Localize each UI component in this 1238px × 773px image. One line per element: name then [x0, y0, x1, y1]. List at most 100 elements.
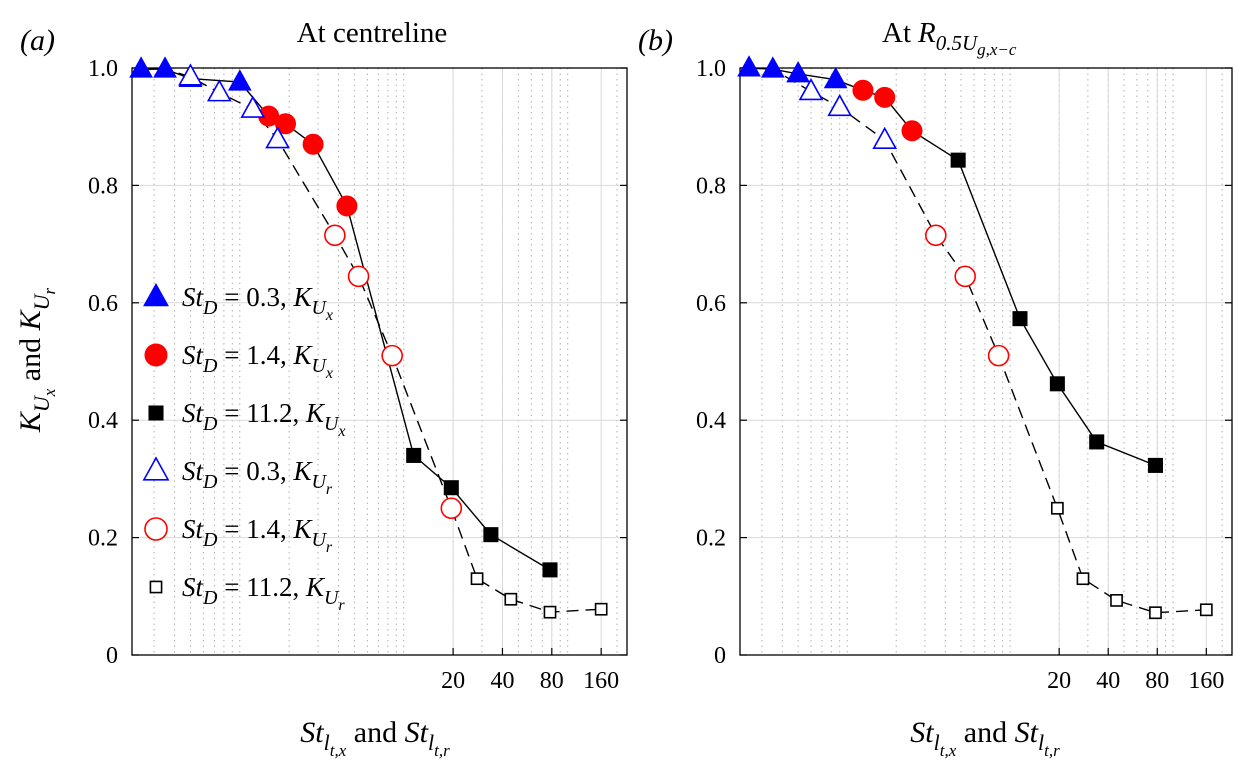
legend-eq: = 0.3, — [217, 456, 293, 486]
xlabel-a-st2: St — [405, 716, 429, 749]
legend-k-sub: U — [324, 413, 340, 435]
legend-st-sub: D — [202, 413, 218, 435]
legend-entry-label: StD = 0.3, KUx — [182, 282, 333, 324]
legend-marker-square-filled — [148, 405, 164, 421]
panel-a-axes-frame — [131, 67, 628, 656]
panel-b-x-tick-label: 40 — [1096, 668, 1120, 694]
legend-k-sub: U — [311, 355, 327, 377]
panel-a-point-circle-filled — [302, 133, 324, 155]
legend-eq: = 11.2, — [217, 572, 305, 602]
legend-st: St — [182, 514, 205, 544]
panel-b-point-square-filled — [1049, 376, 1065, 392]
panel-a-point-circle-filled — [336, 195, 358, 217]
legend-k-subsub: r — [326, 539, 333, 556]
panel-b-title-prefix: At — [882, 17, 911, 49]
panel-b-point-square-open — [1076, 572, 1090, 586]
panel-a-letter: (a) — [20, 24, 55, 57]
ylabel-k2: K — [14, 308, 47, 331]
panel-b-x-tick-label: 80 — [1145, 668, 1169, 694]
legend-k-sub: U — [311, 529, 327, 551]
panel-a-y-tick-label: 0.6 — [88, 291, 118, 317]
panel-b-point-square-open — [1149, 606, 1162, 620]
legend-entry-label: StD = 0.3, KUr — [182, 456, 333, 498]
legend-k: K — [305, 398, 326, 428]
panel-a-point-triangle-filled — [227, 69, 252, 91]
panel-a-x-tick-label: 20 — [441, 668, 465, 694]
legend-st-sub: D — [202, 587, 218, 609]
panel-a-point-square-filled — [443, 480, 459, 496]
legend-k-sub: U — [324, 587, 340, 609]
panel-b-plot-area: 0 0.2 0.4 0.6 0.8 1.0 20 40 80 160 — [696, 55, 1233, 694]
y-axis-label: KUx and KUr — [14, 287, 59, 433]
panel-b-y-tick-label: 0.4 — [696, 408, 726, 434]
legend-k-subsub: x — [325, 307, 333, 324]
ylabel-k1-subsub: x — [40, 388, 59, 397]
xlabel-a-sub2: t,r — [434, 741, 450, 760]
panel-a-point-circle-open — [347, 265, 370, 288]
panel-b: (b) At R0.5Ug,x−c 0 0.2 0.4 0.6 0.8 1.0 20 40 80 1… — [638, 17, 1233, 694]
legend-k: K — [305, 572, 326, 602]
panel-a-y-tick-label: 0.8 — [88, 173, 118, 199]
legend-k-subsub: r — [338, 597, 345, 614]
xlabel-a-l2: l — [428, 730, 434, 755]
panel-a-point-triangle-open — [240, 95, 266, 118]
panel-b-point-square-filled — [950, 152, 966, 168]
xlabel-b-sub1: t,x — [940, 741, 957, 760]
panel-b-title-sub: 0.5 — [936, 31, 962, 55]
xlabel-b-l2: l — [1038, 730, 1044, 755]
legend-entry-label: StD = 11.2, KUr — [182, 572, 345, 614]
legend-eq: = 1.4, — [217, 340, 293, 370]
panel-b-point-circle-filled — [901, 120, 923, 142]
xlabel-b-st2: St — [1015, 716, 1039, 749]
panel-a-point-triangle-open — [265, 126, 290, 149]
panel-b-background — [740, 68, 1232, 655]
panel-b-point-square-filled — [1089, 434, 1105, 450]
legend-k-sub: U — [311, 297, 327, 319]
panel-b-point-circle-open — [954, 265, 976, 288]
legend-marker-triangle-filled — [143, 283, 169, 307]
panel-b-point-circle-filled — [852, 79, 874, 101]
panel-b-point-circle-open — [987, 344, 1010, 367]
panel-a-point-circle-open — [324, 224, 346, 247]
panel-a-point-circle-filled — [275, 113, 297, 135]
panel-b-point-square-open — [1110, 594, 1123, 607]
panel-a-point-circle-open — [381, 344, 403, 367]
panel-b-title-r: R — [917, 17, 936, 49]
panel-a-y-tick-label: 0.4 — [88, 408, 118, 434]
panel-a-title: At centreline — [297, 17, 448, 49]
panel-b-title-subsub-b: g,x−c — [977, 40, 1017, 59]
legend-k-subsub: x — [337, 423, 345, 440]
panel-a-x-tick-label: 40 — [490, 668, 514, 694]
ylabel-k2-subsub: r — [40, 287, 59, 294]
panel-a-point-square-open — [543, 605, 557, 619]
panel-a-background — [132, 68, 627, 655]
xlabel-a-l1: l — [324, 730, 330, 755]
panel-b-point-square-filled — [1147, 457, 1163, 473]
panel-b-point-triangle-open — [872, 126, 898, 149]
panel-b-point-triangle-filled — [823, 66, 848, 89]
legend-st-sub: D — [202, 471, 218, 493]
legend-marker-circle-filled — [144, 343, 168, 367]
legend-entry-label: StD = 11.2, KUx — [182, 398, 346, 440]
panel-a-plot-area: 0 0.2 0.4 0.6 0.8 1.0 20 40 80 160 — [88, 56, 628, 694]
legend-entry-label: StD = 1.4, KUr — [182, 514, 333, 556]
panel-b-point-circle-filled — [874, 86, 896, 108]
panel-b-axes-frame — [739, 67, 1233, 656]
xlabel-b-l1: l — [934, 730, 940, 755]
legend-entry-label: StD = 1.4, KUx — [182, 340, 333, 382]
panel-b-point-triangle-filled — [761, 56, 785, 78]
legend-st-sub: D — [202, 297, 218, 319]
legend-k-sub: U — [311, 471, 327, 493]
legend-eq: = 11.2, — [217, 398, 305, 428]
legend-k: K — [292, 456, 313, 486]
xlabel-a-st1: St — [300, 716, 324, 749]
legend-st-sub: D — [202, 355, 218, 377]
panel-b-point-triangle-open — [827, 93, 853, 117]
ylabel-and: and — [14, 330, 47, 388]
xlabel-b-sub2: t,r — [1044, 741, 1060, 760]
x-axis-label-a: Stlt,x and Stlt,r — [300, 716, 450, 760]
panel-b-y-tick-label: 0.6 — [696, 291, 726, 317]
panel-b-y-tick-label: 1.0 — [696, 56, 726, 82]
